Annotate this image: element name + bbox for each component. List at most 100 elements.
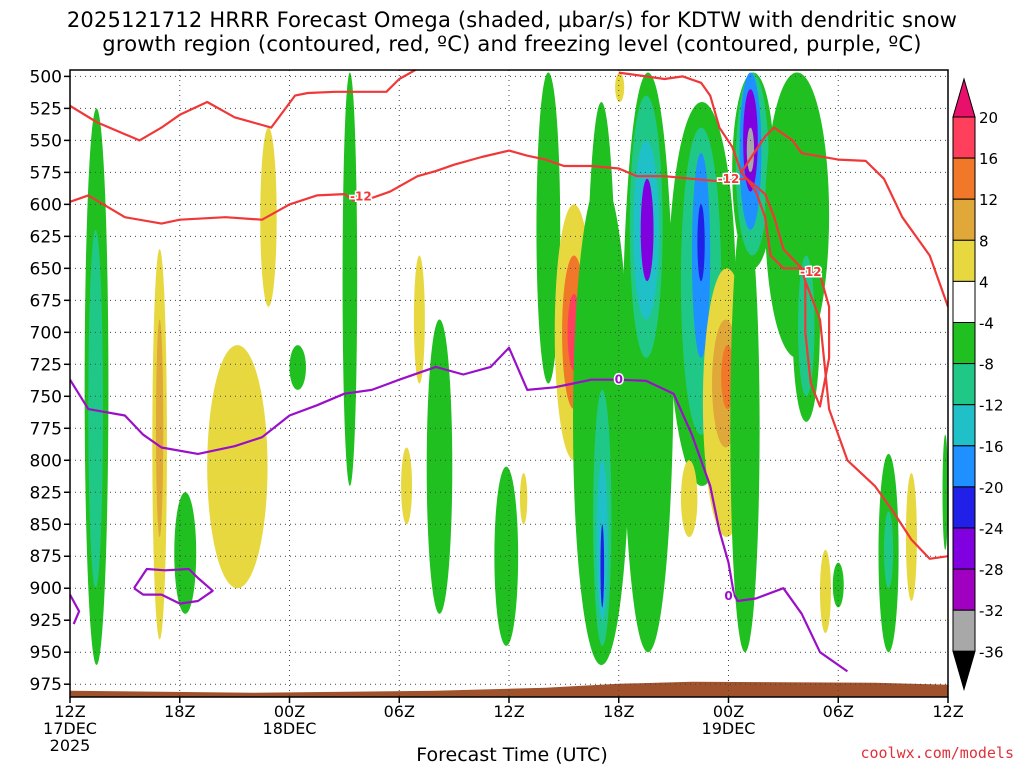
- y-tick-label: 800: [30, 451, 62, 471]
- svg-text:-12: -12: [350, 190, 372, 204]
- omega-cell: [697, 204, 705, 282]
- colorbar-label: 20: [979, 109, 998, 127]
- colorbar-label: -12: [979, 397, 1004, 415]
- omega-cell: [289, 345, 306, 390]
- x-tick-label: 00Z: [274, 702, 305, 721]
- colorbar-swatch: [952, 609, 976, 652]
- omega-cell: [88, 229, 103, 589]
- colorbar-swatch: [952, 527, 976, 570]
- colorbar-swatch: [952, 445, 976, 488]
- omega-cell: [905, 473, 917, 602]
- colorbar-label: -4: [979, 315, 994, 333]
- colorbar-swatch: [952, 239, 976, 282]
- terrain-surface: [70, 681, 948, 697]
- colorbar-label: -32: [979, 602, 1004, 620]
- x-tick-label: 12Z: [54, 702, 85, 721]
- contour-label: 0: [613, 371, 624, 388]
- omega-cell: [413, 255, 425, 384]
- y-tick-label: 550: [30, 131, 62, 151]
- y-tick-label: 825: [30, 483, 62, 503]
- x-tick-label: 00Z: [713, 702, 744, 721]
- y-tick-label: 575: [30, 163, 62, 183]
- y-tick-label: 700: [30, 323, 62, 343]
- y-tick-label: 850: [30, 515, 62, 535]
- colorbar-top-triangle: [952, 77, 976, 118]
- omega-cell: [207, 345, 268, 589]
- y-tick-label: 975: [30, 675, 62, 695]
- x-tick-label: 18DEC: [263, 719, 317, 738]
- contour-label: -12: [348, 188, 373, 205]
- y-tick-label: 750: [30, 387, 62, 407]
- x-axis-title: Forecast Time (UTC): [416, 744, 608, 766]
- colorbar-label: -36: [979, 643, 1004, 661]
- dsg-contour: [804, 280, 948, 560]
- x-tick-label: 2025: [50, 736, 91, 755]
- colorbar-swatch: [952, 157, 976, 200]
- colorbar-bottom-triangle: [952, 650, 976, 692]
- omega-cell: [746, 127, 755, 173]
- y-tick-label: 625: [30, 227, 62, 247]
- contour-label: -12: [716, 170, 741, 187]
- omega-cell: [519, 473, 528, 525]
- omega-cell: [174, 492, 197, 614]
- colorbar-label: -8: [979, 356, 994, 374]
- colorbar-label: -20: [979, 479, 1004, 497]
- omega-cell: [883, 511, 894, 589]
- omega-cell: [494, 466, 519, 646]
- y-tick-label: 675: [30, 291, 62, 311]
- freezing-level-contour: [70, 346, 849, 673]
- colorbar-swatch: [952, 280, 976, 323]
- x-tick-label: 17DEC: [43, 719, 97, 738]
- freezing-level-contour: [70, 594, 81, 625]
- y-tick-label: 725: [30, 355, 62, 375]
- colorbar-label: 16: [979, 150, 998, 168]
- y-tick-label: 650: [30, 259, 62, 279]
- omega-cell: [819, 549, 831, 634]
- omega-cell: [536, 72, 561, 384]
- x-tick-label: 12Z: [493, 702, 524, 721]
- x-tick-label: 06Z: [823, 702, 854, 721]
- omega-cell: [640, 178, 654, 282]
- colorbar-label: -28: [979, 561, 1004, 579]
- colorbar-label: 12: [979, 191, 998, 209]
- omega-cell: [342, 72, 358, 486]
- x-tick-label: 12Z: [932, 702, 963, 721]
- omega-cell: [155, 319, 164, 538]
- y-tick-label: 600: [30, 195, 62, 215]
- colorbar-label: 8: [979, 232, 989, 250]
- omega-cell: [426, 319, 453, 614]
- y-tick-label: 900: [30, 579, 62, 599]
- contour-label: -12: [798, 264, 823, 281]
- x-tick-label: 18Z: [164, 702, 195, 721]
- svg-text:-12: -12: [718, 172, 740, 186]
- y-tick-label: 950: [30, 643, 62, 663]
- colorbar-swatch: [952, 322, 976, 365]
- colorbar-swatch: [952, 404, 976, 447]
- colorbar-swatch: [952, 116, 976, 159]
- chart-title: 2025121712 HRRR Forecast Omega (shaded, …: [66, 8, 958, 56]
- y-tick-label: 875: [30, 547, 62, 567]
- colorbar-swatch: [952, 486, 976, 529]
- x-tick-label: 19DEC: [702, 719, 756, 738]
- colorbar-swatch: [952, 568, 976, 611]
- omega-cell: [600, 524, 605, 608]
- omega-cell: [401, 447, 413, 525]
- dsg-contour: [70, 70, 418, 142]
- omega-cell: [680, 460, 698, 538]
- colorbar-swatch: [952, 198, 976, 241]
- omega-cell: [730, 204, 760, 653]
- colorbar-swatch: [952, 363, 976, 406]
- y-tick-label: 525: [30, 99, 62, 119]
- freezing-level-contour: [133, 567, 214, 605]
- svg-text:0: 0: [724, 589, 732, 603]
- colorbar-label: -16: [979, 438, 1004, 456]
- omega-cell: [615, 72, 625, 102]
- x-tick-label: 06Z: [384, 702, 415, 721]
- svg-text:0: 0: [615, 373, 623, 387]
- y-tick-label: 775: [30, 419, 62, 439]
- dsg-contour: [70, 71, 831, 408]
- colorbar-label: 4: [979, 273, 989, 291]
- y-tick-label: 925: [30, 611, 62, 631]
- x-tick-label: 18Z: [603, 702, 634, 721]
